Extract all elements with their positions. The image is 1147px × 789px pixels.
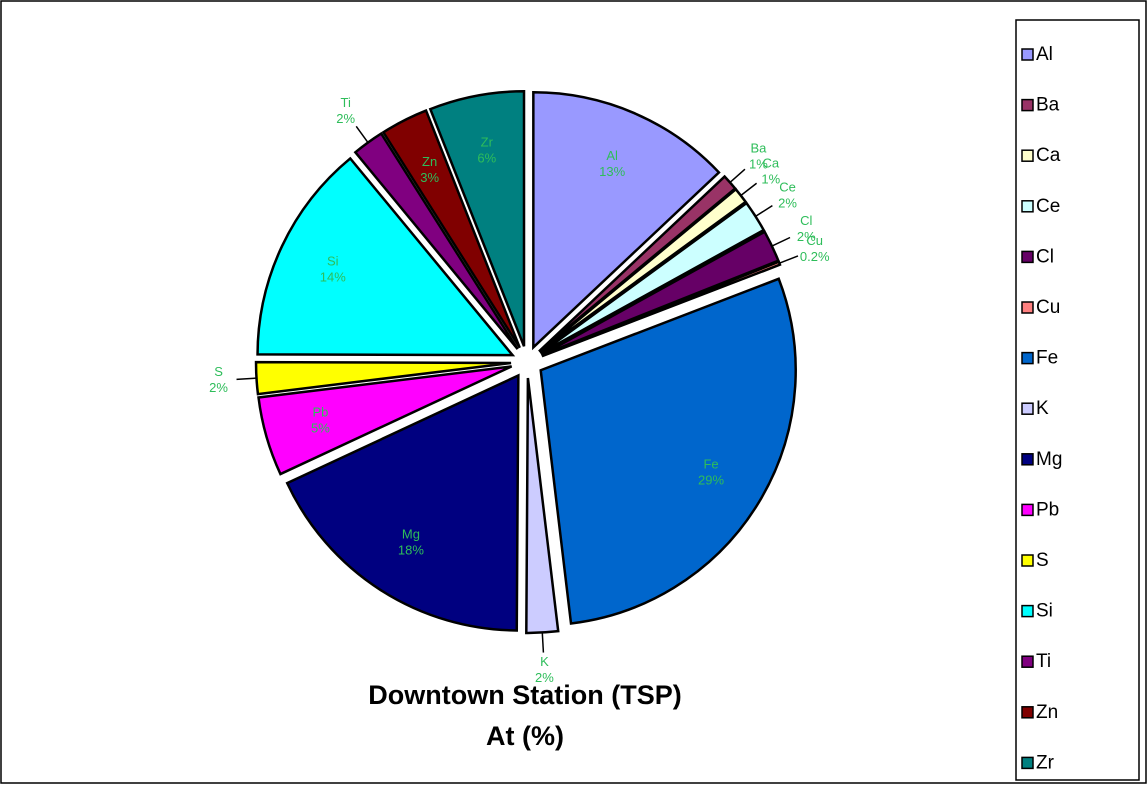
legend-swatch (1021, 351, 1034, 365)
data-label-name: S (214, 364, 223, 379)
data-label-name: Ca (763, 156, 780, 171)
leader-line (729, 168, 746, 184)
legend-swatch (1021, 402, 1034, 415)
chart-title: Downtown Station (TSP) (368, 680, 681, 710)
legend-label: Cu (1036, 297, 1060, 318)
pie-slice (428, 90, 526, 347)
legend-swatch (1021, 48, 1034, 61)
legend-swatch (1021, 554, 1034, 567)
legend-label: Pb (1036, 499, 1059, 520)
pie-slice (285, 373, 520, 632)
legend-label: Zn (1036, 702, 1058, 723)
legend-label: Zr (1036, 752, 1055, 773)
data-label-name: Pb (312, 405, 328, 420)
leader-line (541, 632, 545, 653)
data-label-name: Mg (402, 526, 420, 541)
legend-swatch (1021, 604, 1034, 618)
legend-label: Ce (1036, 196, 1060, 217)
data-label: 1% (749, 157, 768, 172)
data-label: 2% (336, 111, 355, 126)
data-label-name: K (540, 654, 549, 669)
legend-swatch (1021, 98, 1034, 112)
data-label: 2% (797, 229, 816, 244)
data-label: 2% (778, 195, 797, 210)
data-label: 2% (209, 380, 228, 395)
legend-label: Al (1036, 44, 1053, 65)
pie-slice (539, 277, 797, 625)
legend-swatch (1021, 149, 1034, 162)
pie-slice (381, 108, 521, 349)
legend-swatch (1021, 200, 1034, 213)
legend-swatch (1021, 706, 1034, 719)
pie-slice (256, 156, 516, 357)
legend-swatch (1021, 250, 1034, 264)
data-label: 14% (320, 269, 346, 284)
legend-label: Mg (1036, 449, 1062, 470)
legend-swatch (1021, 453, 1034, 466)
legend-swatch (1021, 301, 1034, 314)
data-label: 29% (698, 472, 724, 487)
legend-swatch (1021, 655, 1034, 668)
data-label: 0.2% (800, 249, 830, 264)
legend-label: Ti (1036, 651, 1051, 672)
legend-label: Si (1036, 601, 1053, 622)
data-label: 3% (420, 170, 439, 185)
data-label-name: Cl (800, 213, 812, 228)
legend-label: S (1036, 550, 1049, 571)
legend-swatch (1021, 756, 1034, 770)
legend-label: Ca (1036, 145, 1061, 166)
data-label-name: Cu (806, 233, 823, 248)
data-label-name: Zr (481, 134, 494, 149)
data-label-name: Ce (779, 179, 796, 194)
data-label: 1% (761, 172, 780, 187)
data-label-name: Zn (422, 154, 437, 169)
legend-label: Fe (1036, 348, 1058, 369)
leader-line (755, 204, 773, 217)
legend-swatch (1021, 503, 1034, 517)
data-label: 5% (311, 421, 330, 436)
data-label: 2% (535, 670, 554, 685)
legend-label: Cl (1036, 246, 1054, 267)
pie-slice (532, 91, 721, 351)
data-label-name: Al (606, 148, 618, 163)
data-label: 13% (599, 164, 625, 179)
leader-line (355, 125, 369, 143)
leader-line (779, 255, 799, 264)
chart-subtitle: At (%) (486, 721, 564, 751)
data-label: 18% (398, 542, 424, 557)
data-label: 6% (477, 150, 496, 165)
legend-label: Ba (1036, 95, 1060, 116)
data-label-name: Fe (703, 456, 718, 471)
pie-slice (257, 365, 513, 476)
leader-line (236, 377, 257, 381)
leader-line (740, 182, 758, 197)
leader-line (771, 236, 791, 247)
data-label-name: Ba (750, 141, 767, 156)
data-label-name: Si (327, 253, 339, 268)
legend-label: K (1036, 398, 1049, 419)
legend-box (1015, 19, 1140, 781)
data-label-name: Ti (341, 95, 351, 110)
